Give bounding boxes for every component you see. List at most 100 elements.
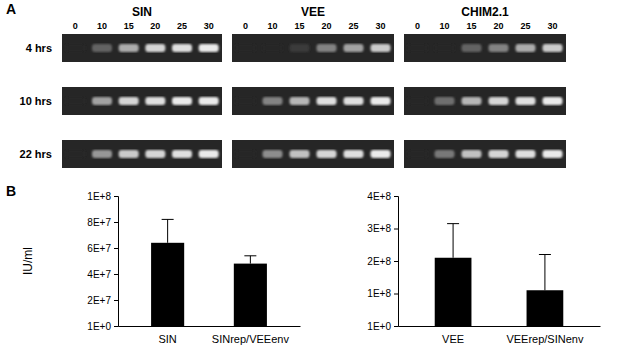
y-tick: 4E+8	[367, 191, 398, 202]
gel-band	[344, 150, 364, 158]
gel-band	[119, 97, 139, 105]
gel: SIN01015202530VEE01015202530CHIM2.101015…	[20, 5, 566, 168]
y-tick-label: 1E+8	[367, 288, 391, 299]
lane-label: 20	[493, 21, 503, 31]
group-label: SIN	[132, 5, 152, 19]
y-tick: 1E+8	[367, 288, 398, 299]
error-bar	[244, 256, 256, 264]
gel-band	[236, 150, 256, 158]
bar-chart: 1E+01E+82E+83E+84E+8VEEVEErep/SINenv	[367, 191, 600, 345]
plot-marks	[151, 219, 267, 326]
gel-band	[290, 150, 310, 158]
y-tick-mark	[114, 248, 118, 249]
gel-band	[344, 97, 364, 105]
lane-label: 0	[415, 21, 420, 31]
bar	[151, 243, 184, 326]
lane-label: 0	[243, 21, 248, 31]
gel-band	[172, 150, 192, 158]
y-tick-label: 4E+7	[87, 269, 111, 280]
y-axis-line	[394, 197, 399, 327]
gel-band	[371, 150, 391, 158]
lane-label: 15	[294, 21, 304, 31]
x-tick: SINrep/VEEenv	[212, 326, 290, 345]
error-bar-stem	[250, 256, 251, 264]
gel-band	[119, 150, 139, 158]
y-tick-mark	[114, 326, 118, 327]
gel-band	[65, 97, 85, 105]
error-bar-cap	[162, 219, 174, 220]
panel-label: A	[6, 1, 16, 17]
gel-band	[119, 44, 139, 52]
error-bar	[539, 255, 551, 291]
group-label: VEE	[301, 5, 325, 19]
gel-band	[317, 44, 337, 52]
x-axis-line	[399, 326, 601, 327]
x-tick-label: SINrep/VEEenv	[212, 333, 290, 345]
gel-band	[344, 44, 364, 52]
y-axis: 1E+02E+74E+76E+78E+71E+8	[87, 191, 118, 332]
y-tick-label: 6E+7	[87, 243, 111, 254]
y-tick: 1E+8	[87, 191, 118, 202]
y-tick-mark	[114, 274, 118, 275]
y-tick-mark	[114, 196, 118, 197]
y-tick-mark	[114, 300, 118, 301]
plot-marks	[435, 224, 564, 326]
x-axis: VEE VEErep/SINenv	[399, 326, 601, 345]
gel-band	[371, 44, 391, 52]
x-tick: VEE	[442, 326, 464, 345]
gel-band	[371, 97, 391, 105]
gel-band	[516, 44, 536, 52]
lane-label: 30	[547, 21, 557, 31]
error-bar-cap	[244, 255, 256, 256]
y-tick-mark	[394, 229, 398, 230]
gel-strip	[232, 140, 394, 168]
gel-band	[462, 97, 482, 105]
error-bar-stem	[453, 224, 454, 258]
gel-band	[199, 44, 219, 52]
y-tick-mark	[394, 196, 398, 197]
error-bar-stem	[544, 255, 545, 291]
gel-band	[263, 44, 283, 52]
gel-strip	[62, 140, 222, 168]
bar	[435, 258, 472, 326]
gel-band	[435, 44, 455, 52]
x-tick-label: VEErep/SINenv	[506, 333, 584, 345]
y-tick: 6E+7	[87, 243, 118, 254]
gel-band	[317, 97, 337, 105]
lane-label: 25	[348, 21, 358, 31]
y-tick-mark	[394, 261, 398, 262]
panel-label: B	[6, 183, 16, 199]
gel-band	[543, 97, 563, 105]
y-tick-mark	[114, 222, 118, 223]
y-tick-label: 3E+8	[367, 223, 391, 234]
lane-label: 10	[97, 21, 107, 31]
lane-label: 10	[267, 21, 277, 31]
gel-band	[408, 44, 428, 52]
lane-label: 30	[375, 21, 385, 31]
gel-band	[236, 44, 256, 52]
lane-label: 20	[321, 21, 331, 31]
y-tick: 2E+7	[87, 295, 118, 306]
gel-strip	[404, 87, 566, 115]
lane-label: 10	[439, 21, 449, 31]
bar-chart: 1E+02E+74E+76E+78E+71E+8SINSINrep/VEEenv…	[21, 191, 301, 345]
gel-band	[145, 44, 165, 52]
y-tick-mark	[394, 326, 398, 327]
gel-band	[263, 150, 283, 158]
x-tick-label: VEE	[442, 333, 464, 345]
gel-band	[435, 150, 455, 158]
error-bar-stem	[167, 219, 168, 242]
gel-strip	[404, 140, 566, 168]
gel-band	[199, 150, 219, 158]
row-label: 10 hrs	[20, 95, 52, 107]
y-tick-mark	[394, 294, 398, 295]
gel-band	[290, 97, 310, 105]
gel-band	[516, 97, 536, 105]
gel-band	[92, 44, 112, 52]
error-bar	[447, 224, 459, 258]
y-tick-label: 1E+0	[367, 321, 391, 332]
lane-label: 30	[204, 21, 214, 31]
gel-band	[92, 150, 112, 158]
row-label: 4 hrs	[26, 42, 52, 54]
lane-label: 15	[466, 21, 476, 31]
